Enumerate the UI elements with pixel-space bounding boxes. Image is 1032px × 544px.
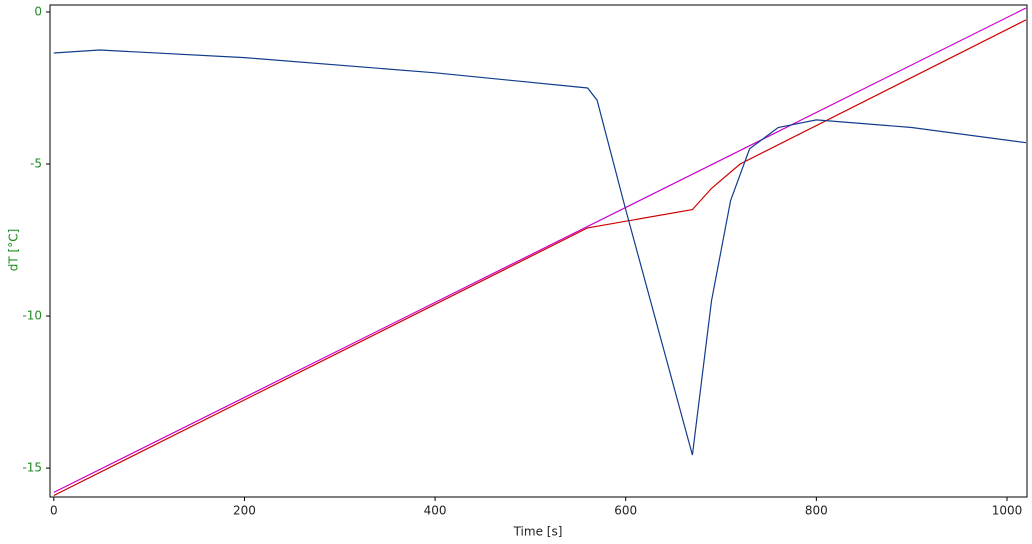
- x-tick-label: 200: [233, 504, 256, 518]
- x-axis-label: Time [s]: [513, 525, 563, 539]
- y-tick-label: 0: [34, 4, 42, 18]
- data-line: [53, 49, 1027, 456]
- y-tick-label: -15: [22, 461, 42, 475]
- y-tick-label: -10: [22, 309, 42, 323]
- x-tick-label: 1000: [992, 504, 1023, 518]
- plot-frame: [49, 4, 1028, 498]
- x-tick-label: 600: [614, 504, 637, 518]
- data-line: [53, 7, 1027, 493]
- x-tick-label: 800: [805, 504, 828, 518]
- y-axis-label: dT [°C]: [7, 229, 21, 272]
- data-line: [53, 19, 1027, 497]
- x-tick-label: 0: [50, 504, 58, 518]
- x-tick-label: 400: [424, 504, 447, 518]
- y-tick-label: -5: [30, 157, 42, 171]
